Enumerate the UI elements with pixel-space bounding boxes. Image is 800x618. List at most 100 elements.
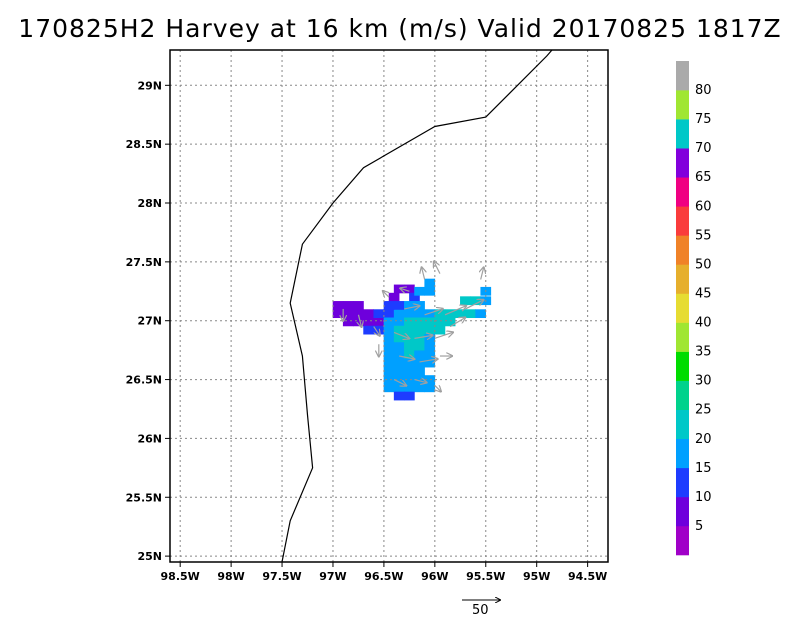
wind-vector — [358, 314, 361, 327]
wind-cell — [414, 317, 425, 327]
latitude-axis: 25N 25.5N 26N 26.5N 27N 27.5N 28N 28.5N 29N — [126, 79, 170, 563]
wind-cell — [383, 342, 395, 351]
wind-speed-field — [332, 278, 492, 401]
wind-cell — [424, 350, 436, 360]
colorbar-label: 70 — [695, 141, 712, 156]
colorbar-segment — [676, 90, 689, 120]
lat-tick-label: 25.5N — [126, 491, 162, 504]
colorbar-label: 80 — [695, 83, 712, 98]
colorbar-segment — [676, 525, 689, 556]
longitude-axis: 98.5W 98W 97.5W 97W 96.5W 96W 95.5W 95W 94.5W — [161, 562, 607, 583]
colorbar-label: 15 — [695, 461, 712, 476]
wind-cell — [414, 301, 425, 310]
wind-cell — [404, 317, 415, 327]
lon-tick-label: 94.5W — [568, 570, 607, 583]
lon-tick-label: 97W — [319, 570, 346, 583]
colorbar-label: 20 — [695, 432, 712, 447]
lat-tick-label: 27.5N — [126, 256, 162, 269]
colorbar-label: 50 — [695, 257, 712, 272]
lon-tick-label: 96W — [421, 570, 448, 583]
colorbar-label: 60 — [695, 199, 712, 214]
colorbar-label: 5 — [695, 519, 703, 534]
wind-cell — [383, 375, 395, 384]
wind-cell — [414, 342, 425, 351]
wind-cell — [475, 309, 487, 319]
lon-tick-label: 97.5W — [262, 570, 301, 583]
lat-tick-label: 26.5N — [126, 374, 162, 387]
wind-cell — [393, 317, 405, 327]
wind-vector — [465, 300, 483, 310]
colorbar-segment — [676, 380, 689, 411]
wind-vector — [373, 326, 380, 336]
wind-cell — [414, 383, 425, 393]
colorbar-segment — [676, 206, 689, 236]
colorbar-segment — [676, 467, 689, 498]
wind-cell — [342, 317, 354, 327]
wind-cell — [363, 309, 374, 319]
lat-tick-label: 26N — [137, 432, 162, 445]
wind-cell — [393, 350, 405, 360]
reference-vector-label: 50 — [472, 603, 489, 618]
lat-tick-label: 29N — [137, 79, 162, 92]
coastline-line — [281, 50, 553, 562]
colorbar: 5 10 15 20 25 30 35 40 45 50 55 60 65 70 75 80 — [676, 61, 712, 556]
wind-cell — [383, 366, 395, 376]
wind-vector — [434, 332, 453, 339]
lon-tick-label: 98.5W — [161, 570, 200, 583]
wind-cell — [383, 325, 395, 335]
wind-cell — [393, 309, 405, 319]
wind-cell — [424, 325, 436, 335]
wind-vectors — [343, 262, 484, 392]
colorbar-label: 45 — [695, 286, 712, 301]
wind-cell — [383, 301, 395, 310]
wind-vector — [399, 356, 414, 359]
wind-cell — [404, 342, 415, 351]
wind-cell — [353, 317, 364, 327]
wind-cell — [383, 350, 395, 360]
wind-cell — [373, 309, 385, 319]
wind-cell — [393, 375, 405, 384]
wind-cell — [332, 309, 344, 319]
colorbar-segment — [676, 235, 689, 265]
lat-tick-label: 28.5N — [126, 138, 162, 151]
coastline — [281, 50, 553, 562]
map-frame — [169, 49, 609, 563]
wind-vector — [422, 268, 425, 280]
wind-vector — [393, 331, 409, 338]
colorbar-segment — [676, 496, 689, 527]
wind-cell — [424, 286, 436, 296]
wind-cell — [470, 296, 481, 306]
wind-cell — [414, 325, 425, 335]
colorbar-label: 75 — [695, 112, 712, 127]
wind-cell — [424, 375, 436, 384]
wind-cell — [414, 375, 425, 384]
wind-cell — [393, 383, 405, 393]
colorbar-segment — [676, 351, 689, 381]
colorbar-segment — [676, 409, 689, 440]
wind-cell — [414, 286, 425, 296]
wind-cell — [388, 292, 400, 302]
wind-vector — [481, 268, 484, 280]
wind-cell — [383, 333, 395, 343]
wind-cell — [393, 342, 405, 351]
wind-cell — [414, 350, 425, 360]
reference-vector: 50 — [462, 600, 500, 618]
wind-vector — [444, 306, 466, 316]
wind-cell — [404, 383, 415, 393]
wind-vector — [449, 318, 465, 328]
wind-cell — [404, 358, 415, 368]
wind-cell — [393, 301, 405, 310]
wind-cell — [404, 325, 415, 335]
map-title: 170825H2 Harvey at 16 km (m/s) Valid 201… — [18, 14, 782, 43]
wind-vector — [400, 288, 410, 291]
wind-vector — [414, 380, 426, 383]
wind-cell — [444, 317, 456, 327]
lon-tick-label: 95.5W — [466, 570, 505, 583]
wind-cell — [332, 301, 344, 310]
wind-cell — [434, 317, 446, 327]
wind-cell — [404, 375, 415, 384]
wind-cell — [414, 333, 425, 343]
lat-tick-label: 27N — [137, 315, 162, 328]
colorbar-label: 30 — [695, 374, 712, 389]
